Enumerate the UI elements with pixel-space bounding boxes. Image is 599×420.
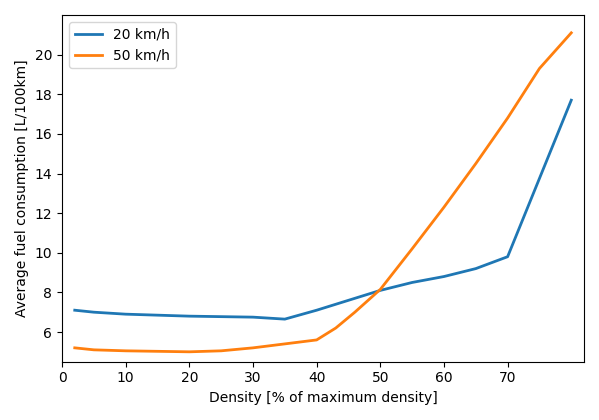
50 km/h xyxy=(122,348,129,353)
20 km/h xyxy=(472,266,479,271)
50 km/h xyxy=(186,349,193,354)
20 km/h xyxy=(122,312,129,317)
50 km/h xyxy=(281,341,288,346)
50 km/h xyxy=(71,345,78,350)
20 km/h xyxy=(377,288,384,293)
50 km/h xyxy=(332,326,340,331)
50 km/h xyxy=(440,205,447,210)
50 km/h xyxy=(351,310,358,315)
20 km/h xyxy=(186,314,193,319)
Legend: 20 km/h, 50 km/h: 20 km/h, 50 km/h xyxy=(69,22,176,68)
50 km/h xyxy=(568,30,575,35)
50 km/h xyxy=(249,345,256,350)
50 km/h xyxy=(313,337,320,342)
50 km/h xyxy=(409,246,416,251)
20 km/h xyxy=(90,310,98,315)
20 km/h xyxy=(281,317,288,322)
X-axis label: Density [% of maximum density]: Density [% of maximum density] xyxy=(208,391,437,405)
20 km/h xyxy=(568,98,575,103)
50 km/h xyxy=(217,348,225,353)
Line: 50 km/h: 50 km/h xyxy=(75,33,571,352)
50 km/h xyxy=(90,347,98,352)
50 km/h xyxy=(504,116,511,121)
20 km/h xyxy=(345,298,352,303)
50 km/h xyxy=(377,287,384,292)
20 km/h xyxy=(313,308,320,313)
50 km/h xyxy=(472,161,479,166)
20 km/h xyxy=(71,308,78,313)
Y-axis label: Average fuel consumption [L/100km]: Average fuel consumption [L/100km] xyxy=(15,60,29,317)
20 km/h xyxy=(249,315,256,320)
20 km/h xyxy=(440,274,447,279)
Line: 20 km/h: 20 km/h xyxy=(75,100,571,319)
50 km/h xyxy=(536,66,543,71)
20 km/h xyxy=(409,280,416,285)
20 km/h xyxy=(504,254,511,259)
